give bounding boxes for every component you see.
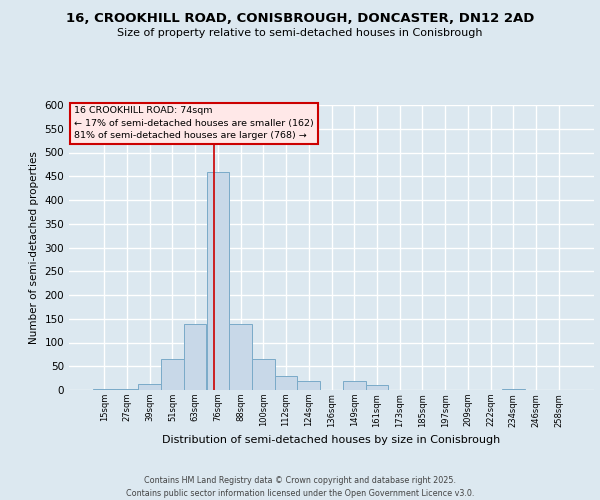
Bar [252,359,275,390]
Bar [116,388,139,390]
Bar [229,324,252,390]
Bar [93,389,116,390]
Bar [184,324,206,390]
Bar [161,359,184,390]
Bar [139,384,161,390]
Text: 16 CROOKHILL ROAD: 74sqm
← 17% of semi-detached houses are smaller (162)
81% of : 16 CROOKHILL ROAD: 74sqm ← 17% of semi-d… [74,106,314,140]
X-axis label: Distribution of semi-detached houses by size in Conisbrough: Distribution of semi-detached houses by … [163,435,500,445]
Y-axis label: Number of semi-detached properties: Number of semi-detached properties [29,151,39,344]
Text: Contains HM Land Registry data © Crown copyright and database right 2025.
Contai: Contains HM Land Registry data © Crown c… [126,476,474,498]
Bar [206,172,229,390]
Bar [502,389,524,390]
Text: Size of property relative to semi-detached houses in Conisbrough: Size of property relative to semi-detach… [117,28,483,38]
Bar [275,376,298,390]
Bar [343,380,365,390]
Bar [365,385,388,390]
Bar [298,380,320,390]
Text: 16, CROOKHILL ROAD, CONISBROUGH, DONCASTER, DN12 2AD: 16, CROOKHILL ROAD, CONISBROUGH, DONCAST… [66,12,534,26]
